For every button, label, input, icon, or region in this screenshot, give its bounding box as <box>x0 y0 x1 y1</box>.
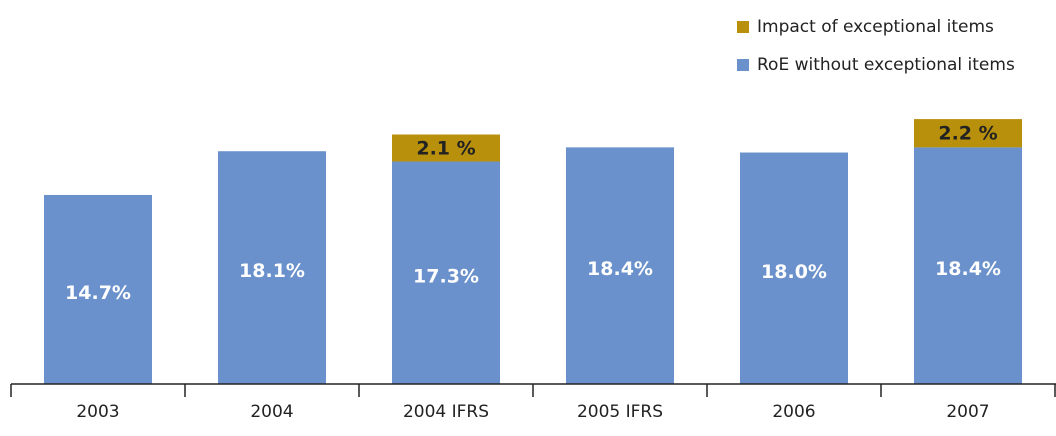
bar-segment <box>392 161 500 384</box>
x-tick-label: 2005 IFRS <box>577 402 663 422</box>
x-tick-label: 2003 <box>76 402 119 422</box>
x-tick-label: 2004 IFRS <box>403 402 489 422</box>
x-tick-label: 2004 <box>250 402 293 422</box>
bar-segment <box>392 134 500 162</box>
x-tick-label: 2006 <box>772 402 815 422</box>
data-label: 2.1 % <box>416 138 475 160</box>
x-tick-label: 2007 <box>946 402 989 422</box>
bar-segment <box>218 151 326 384</box>
legend-swatch <box>737 21 749 33</box>
bar-segment <box>44 194 152 384</box>
data-label: 17.3% <box>413 265 479 287</box>
data-label: 18.0% <box>761 261 827 283</box>
bar-segment <box>914 119 1022 148</box>
data-label: 18.1% <box>239 260 305 282</box>
data-label: 14.7% <box>65 282 131 304</box>
legend-swatch <box>737 59 749 71</box>
legend-label: Impact of exceptional items <box>757 17 994 37</box>
bar-segment <box>566 147 674 384</box>
legend-label: RoE without exceptional items <box>757 55 1015 75</box>
bar-segment <box>914 147 1022 384</box>
data-label: 2.2 % <box>938 123 997 145</box>
data-label: 18.4% <box>935 258 1001 280</box>
bar-segment <box>740 152 848 384</box>
data-label: 18.4% <box>587 258 653 280</box>
